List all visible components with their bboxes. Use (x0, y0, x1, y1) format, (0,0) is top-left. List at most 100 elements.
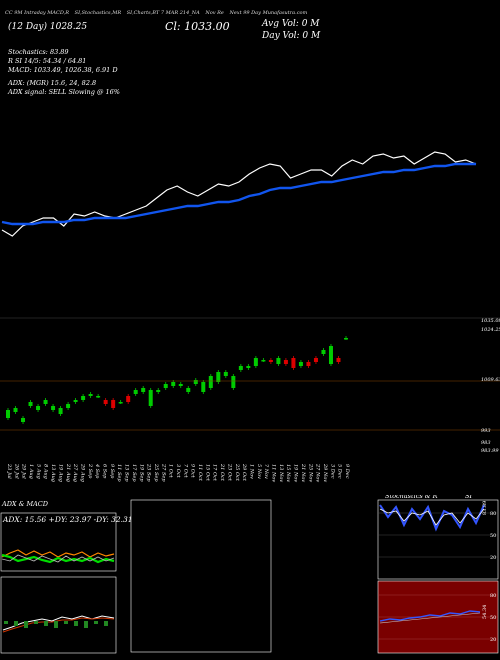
date-label: 25 Sep (153, 463, 159, 482)
candle (6, 410, 10, 418)
candle (283, 360, 288, 364)
candle (246, 366, 251, 368)
date-label: 3 Oct (175, 464, 181, 479)
candle (276, 358, 281, 364)
candle (238, 366, 243, 370)
date-label: 9 Sep (109, 464, 115, 479)
candle (21, 418, 26, 422)
date-label: 5 Nov (256, 464, 262, 479)
candle (73, 400, 78, 402)
candle (133, 390, 138, 394)
macd-histogram-bar (84, 621, 88, 628)
header-item: CC 9M Intraday MACD,R (5, 10, 70, 16)
date-label: 1 Aug (28, 464, 34, 479)
candle (268, 360, 273, 362)
chart-header: CC 9M Intraday MACD,R SI,Stochastics,MR … (5, 10, 500, 16)
candle (66, 404, 71, 408)
date-label: 3 Dec (329, 464, 335, 479)
adx-panel-title: ADX & MACD (1, 500, 49, 508)
date-label: 15 Nov (285, 464, 291, 482)
date-label: 23 Oct (226, 463, 232, 482)
date-label: 21 Aug (65, 463, 71, 482)
date-label: 21 Oct (219, 463, 225, 482)
candle (118, 402, 123, 404)
candle (336, 358, 341, 362)
date-label: 19 Sep (138, 464, 144, 482)
candle (321, 350, 326, 354)
date-label: 7 Oct (182, 464, 188, 479)
date-label: 4 Sep (94, 463, 100, 479)
date-label: 27 Nov (315, 463, 321, 482)
candle (43, 400, 48, 404)
stochastics-tick: 80 (490, 511, 496, 517)
candle (103, 400, 108, 404)
date-label: 6 Sep (102, 464, 108, 479)
rsi-tick: 80 (490, 593, 496, 599)
price-axis-label: 1035.08 (481, 318, 500, 324)
stochastics-tick: 50 (490, 533, 496, 539)
candle (126, 396, 131, 402)
adx-text: ADX: (MGR) 15.6, 24, 82.8 (8, 79, 97, 87)
ohlc-label: (12 Day) 1028.25 (8, 22, 88, 32)
plus-di-line (1, 553, 115, 564)
close-label: Cl: 1033.00 (165, 20, 230, 33)
candle (96, 396, 101, 398)
stochastics-value: 83.89 (482, 501, 488, 515)
date-label: 13 Sep (124, 464, 130, 482)
date-label: 25 Oct (234, 463, 240, 482)
date-label: 21 Nov (300, 463, 306, 482)
macd-histogram-bar (44, 621, 48, 626)
stochastics-tick: 20 (490, 555, 496, 561)
date-label: 9 Oct (190, 464, 196, 479)
date-label: 11 Sep (116, 464, 122, 482)
date-label: 25 Nov (307, 463, 313, 482)
candle (186, 388, 191, 392)
rsi-tick: 20 (490, 637, 496, 643)
date-label: 23 Jul (6, 463, 12, 479)
candle (306, 362, 311, 366)
candle (253, 358, 258, 366)
candle (344, 338, 348, 340)
day-volume: Day Vol: 0 M (262, 31, 321, 41)
candle (88, 394, 93, 396)
macd-histogram-bar (24, 621, 28, 628)
candle (313, 358, 318, 362)
date-label: 11 Oct (197, 464, 203, 482)
candle (148, 390, 153, 406)
candle (111, 400, 116, 408)
header-item: Nov Re (205, 10, 224, 16)
date-label: 5 Dec (337, 464, 343, 479)
price-axis-label: 983 (481, 440, 491, 446)
date-label: 7 Nov (263, 464, 269, 479)
candle (291, 358, 296, 368)
macd-panel (0, 576, 117, 654)
macd-histogram-bar (54, 621, 58, 628)
macd-text: MACD: 1033.49, 1026.38, 6.91 D (8, 66, 118, 74)
date-label: 29 Jul (21, 463, 27, 479)
macd-histogram-bar (94, 621, 98, 624)
date-label: 17 Sep (131, 464, 137, 482)
date-label: 2 Sep (87, 463, 93, 479)
header-item: Next 99 Day Munafasutra.com (229, 10, 308, 16)
candle (163, 384, 168, 388)
price-axis-label: 1024.25 (481, 327, 500, 333)
date-label: 9 Dec (344, 464, 350, 479)
stochastics-si-label: SI (465, 495, 472, 500)
date-label: 23 Sep (146, 463, 152, 482)
date-label: 11 Nov (271, 464, 277, 482)
candle (298, 362, 303, 366)
date-label: 27 Aug (72, 463, 78, 482)
rsi-text: R SI 14/5: 54.34 / 64.81 (8, 57, 87, 65)
candle (193, 380, 198, 384)
date-label: 5 Aug (35, 464, 41, 479)
date-label: 15 Oct (204, 464, 210, 482)
candle (216, 372, 221, 382)
candle (178, 384, 183, 386)
minus-di-line (1, 554, 115, 563)
header-item: SI,Stochastics,MR (74, 10, 122, 16)
date-label: 29 Aug (80, 463, 86, 482)
date-label: 1 Oct (168, 464, 174, 479)
macd-histogram-bar (4, 621, 8, 624)
candle (13, 408, 18, 412)
price-line (1, 151, 477, 237)
